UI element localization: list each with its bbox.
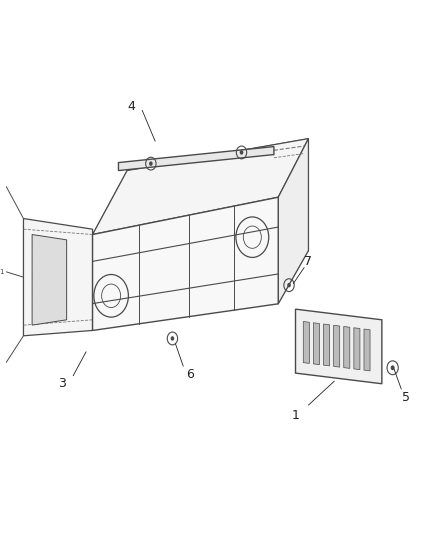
Polygon shape — [92, 139, 308, 235]
Text: 1: 1 — [292, 409, 300, 422]
Polygon shape — [24, 219, 92, 336]
Circle shape — [149, 161, 153, 166]
Polygon shape — [303, 321, 309, 364]
Polygon shape — [334, 325, 340, 367]
Polygon shape — [354, 328, 360, 369]
Text: 3: 3 — [58, 377, 66, 390]
Polygon shape — [314, 323, 319, 365]
Polygon shape — [324, 324, 329, 366]
Text: 1: 1 — [0, 269, 4, 275]
Polygon shape — [118, 147, 274, 171]
Polygon shape — [296, 309, 382, 384]
Polygon shape — [32, 235, 67, 325]
Polygon shape — [92, 197, 278, 330]
Circle shape — [391, 365, 395, 370]
Text: 5: 5 — [402, 391, 410, 403]
Circle shape — [287, 283, 291, 287]
Polygon shape — [364, 329, 370, 371]
Polygon shape — [278, 139, 308, 304]
Circle shape — [171, 336, 174, 341]
Text: 7: 7 — [304, 255, 312, 268]
Text: 6: 6 — [186, 368, 194, 381]
Circle shape — [240, 150, 244, 155]
Text: 4: 4 — [127, 100, 135, 113]
Polygon shape — [344, 327, 350, 368]
